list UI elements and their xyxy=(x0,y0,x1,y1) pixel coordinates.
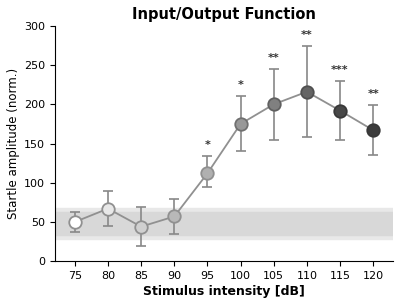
Bar xyxy=(55,212,393,235)
Text: **: ** xyxy=(268,53,280,63)
X-axis label: Stimulus intensity [dB]: Stimulus intensity [dB] xyxy=(143,285,305,298)
Text: **: ** xyxy=(301,30,313,40)
Title: Input/Output Function: Input/Output Function xyxy=(132,7,316,22)
Text: *: * xyxy=(204,140,210,150)
Y-axis label: Startle amplitude (norm.): Startle amplitude (norm.) xyxy=(7,68,20,219)
Text: ***: *** xyxy=(331,65,349,74)
Bar xyxy=(55,208,393,239)
Text: **: ** xyxy=(367,89,379,99)
Text: *: * xyxy=(238,80,244,90)
